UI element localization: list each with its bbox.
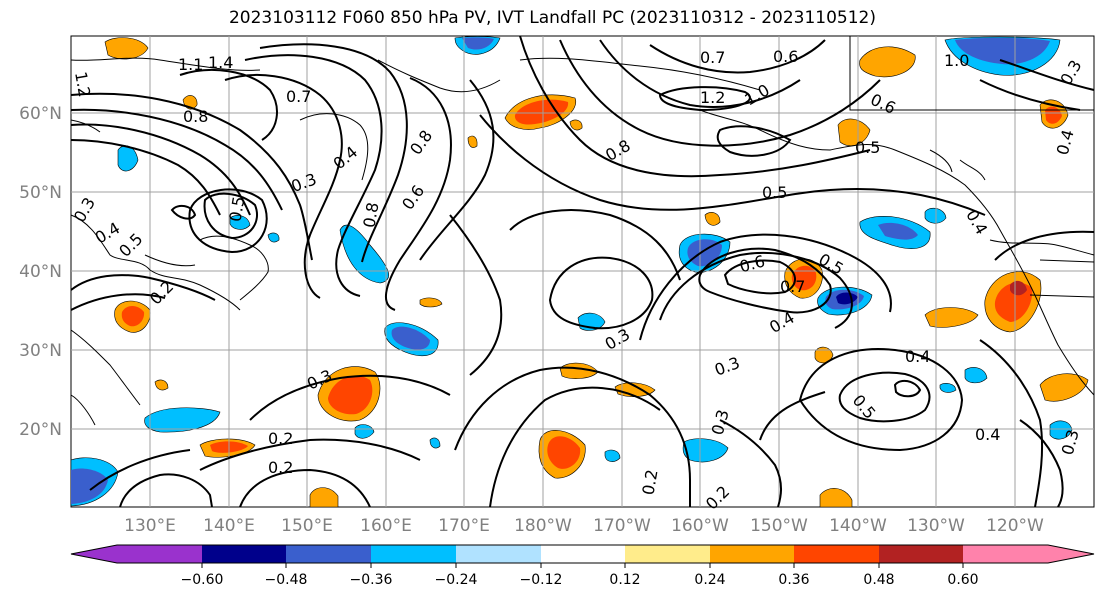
colorbar-swatch	[371, 545, 456, 563]
map-panel: 1.2 1.4 1.1 0.7 0.6 1.0 0.8 0.7 0.3 0.4 …	[70, 35, 1095, 513]
longitude-labels: 130°E 140°E 150°E 160°E 170°E 180°W 170°…	[124, 516, 1044, 536]
lon-tick-label: 180°W	[514, 516, 572, 536]
lat-tick-label: 40°N	[19, 262, 62, 282]
dark-red-patch	[1010, 280, 1027, 296]
colorbar-swatch	[117, 545, 202, 563]
contour-label: 0.5	[855, 138, 880, 157]
colorbar-high-extend	[1048, 545, 1094, 563]
contour-label: 1.1	[178, 55, 203, 74]
lon-tick-label: 150°E	[281, 516, 333, 536]
lon-tick-label: 130°W	[907, 516, 965, 536]
contour-label: 0.5	[225, 195, 248, 223]
lon-tick-label: 130°E	[124, 516, 176, 536]
contour-label: 0.2	[268, 429, 293, 448]
colorbar-swatch	[963, 545, 1048, 563]
colorbar-swatch	[202, 545, 286, 563]
strong-positive-patch	[121, 99, 1062, 469]
contour-label: 0.8	[359, 201, 382, 229]
contour-label: 1.0	[944, 51, 969, 70]
lon-tick-label: 140°E	[203, 516, 255, 536]
colorbar-tick-label: −0.48	[265, 572, 308, 588]
colorbar: −0.60 −0.48 −0.36 −0.24 −0.12 0.12 0.24 …	[70, 544, 1095, 588]
colorbar-swatch	[625, 545, 710, 563]
colorbar-swatch	[710, 545, 794, 563]
strong-negative-patch	[71, 37, 1050, 504]
map-title: 2023103112 F060 850 hPa PV, IVT Landfall…	[228, 8, 876, 28]
colorbar-tick-label: 0.24	[694, 572, 725, 588]
lon-tick-label: 150°W	[750, 516, 808, 536]
pv-contours	[70, 35, 1095, 508]
graticule	[71, 36, 1094, 507]
lon-tick-label: 170°E	[438, 516, 490, 536]
contour-label: 0.7	[286, 87, 311, 106]
colorbar-swatch	[794, 545, 879, 563]
lon-tick-label: 140°W	[829, 516, 887, 536]
contour-label: 0.2	[268, 458, 293, 477]
colorbar-tick-label: 0.12	[609, 572, 640, 588]
coastlines	[70, 36, 1095, 426]
contour-label: 1.2	[700, 88, 725, 107]
colorbar-tick-label: −0.24	[435, 572, 478, 588]
contour-label: 1.4	[208, 53, 233, 72]
lon-tick-label: 160°W	[671, 516, 729, 536]
colorbar-swatch	[456, 545, 541, 563]
colorbar-swatch	[879, 545, 963, 563]
lon-tick-label: 160°E	[360, 516, 412, 536]
contour-label: 0.2	[638, 468, 661, 496]
latitude-labels: 20°N 30°N 40°N 50°N 60°N	[19, 104, 62, 440]
contour-label: 0.4	[975, 425, 1000, 444]
contour-label: 0.5	[762, 183, 787, 202]
lon-tick-label: 170°W	[593, 516, 651, 536]
colorbar-swatch	[286, 545, 371, 563]
contour-label: 0.4	[905, 347, 930, 366]
lon-tick-label: 120°W	[986, 516, 1044, 536]
colorbar-tick-label: −0.12	[520, 572, 563, 588]
pv-shading	[70, 36, 1089, 508]
lat-tick-label: 30°N	[19, 341, 62, 361]
contour-label: 0.6	[773, 47, 798, 66]
colorbar-tick-label: −0.36	[350, 572, 393, 588]
contour-label: 0.7	[700, 48, 725, 67]
lat-tick-label: 60°N	[19, 104, 62, 124]
contour-label: 1.2	[71, 70, 94, 98]
colorbar-tick-label: 0.60	[947, 572, 978, 588]
contour-label: 0.8	[183, 107, 208, 126]
colorbar-tick-label: 0.36	[778, 572, 809, 588]
lat-tick-label: 50°N	[19, 183, 62, 203]
colorbar-swatch	[541, 545, 625, 563]
colorbar-tick-label: 0.48	[863, 572, 894, 588]
colorbar-low-extend	[71, 545, 117, 563]
lat-tick-label: 20°N	[19, 420, 62, 440]
contour-label: 0.7	[780, 277, 805, 296]
colorbar-tick-label: −0.60	[181, 572, 224, 588]
